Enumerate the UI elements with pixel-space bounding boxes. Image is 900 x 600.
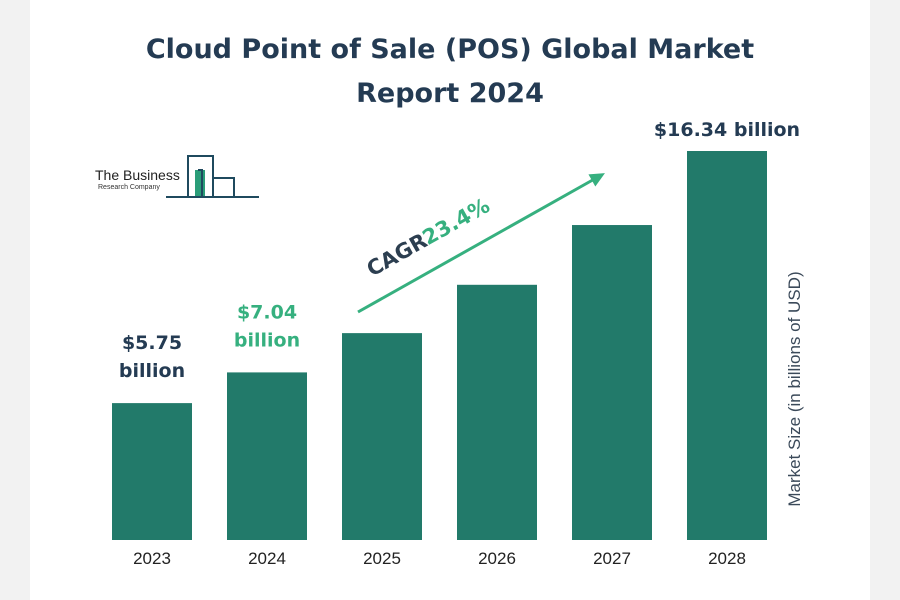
cagr-arrow-head: [588, 173, 605, 187]
data-label-2023-value: $5.75: [122, 332, 182, 354]
y-axis-label: Market Size (in billions of USD): [785, 271, 804, 507]
x-tick-label-2024: 2024: [248, 549, 286, 568]
bar-2023: [112, 403, 192, 540]
data-label-2028-value: $16.34 billion: [654, 119, 800, 141]
bar-2027: [572, 225, 652, 540]
chart-title-line-1: Cloud Point of Sale (POS) Global Market: [145, 34, 755, 65]
bar-2025: [342, 333, 422, 540]
logo-subtitle: Research Company: [98, 184, 160, 191]
x-tick-label-2027: 2027: [593, 549, 631, 568]
logo-buildings-icon: [166, 155, 259, 198]
logo-name: The Business: [95, 167, 180, 183]
cagr-arrow-line: [357, 175, 599, 314]
x-tick-label-2026: 2026: [478, 549, 516, 568]
chart-title-line-2: Report 2024: [356, 78, 544, 109]
bar-2024: [227, 372, 307, 540]
x-tick-label-2023: 2023: [133, 549, 171, 568]
bar-2026: [457, 284, 537, 540]
x-tick-label-2028: 2028: [708, 549, 746, 568]
data-label-2024-value: $7.04: [237, 301, 297, 323]
chart-title: Cloud Point of Sale (POS) Global Market …: [0, 28, 900, 116]
cagr-label: CAGR: [363, 229, 431, 282]
data-label-2024-unit: billion: [234, 329, 300, 351]
data-label-2023-unit: billion: [119, 360, 185, 382]
company-logo: The Business Research Company: [92, 148, 262, 200]
x-tick-label-2025: 2025: [363, 549, 401, 568]
bar-2028: [687, 151, 767, 540]
